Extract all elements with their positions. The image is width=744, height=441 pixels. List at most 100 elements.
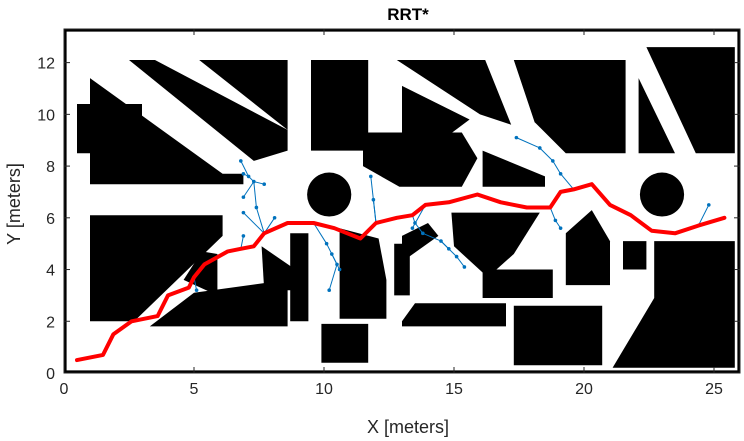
tree-node (241, 172, 246, 176)
tree-edge (240, 160, 250, 177)
tree-node (421, 231, 425, 236)
tree-node (514, 135, 519, 140)
tree-edge (414, 222, 424, 234)
planned-path-layer (75, 182, 727, 363)
tree-node (327, 288, 332, 293)
x-tick-label: 20 (575, 381, 593, 398)
obstacle-block (90, 215, 223, 322)
tree-node (413, 221, 417, 225)
tree-node (194, 288, 199, 293)
y-tick-label: 8 (46, 159, 55, 176)
tree-edge (243, 212, 265, 234)
obstacle-block (646, 47, 735, 154)
obstacle-block (311, 60, 369, 151)
tree-node (410, 226, 415, 230)
y-tick-label: 4 (46, 263, 55, 280)
tree-node (324, 241, 329, 246)
tree-node (335, 262, 339, 267)
obstacle-block (482, 150, 545, 187)
circular-obstacle (307, 172, 352, 217)
obstacle-block (261, 246, 296, 291)
tree-node (371, 197, 376, 202)
obstacle-block (77, 104, 142, 154)
obstacle-block (378, 60, 512, 125)
tree-node (262, 182, 267, 186)
tree-node (462, 265, 467, 269)
obstacle-block (612, 241, 735, 368)
tree-node (538, 146, 542, 150)
axes-box (63, 28, 741, 374)
tree-edge (242, 181, 255, 198)
tree-node (707, 203, 711, 207)
axes: 0 5 10 15 20 25 0 2 4 6 8 10 12 (37, 28, 741, 398)
y-tick-label: 10 (37, 107, 55, 124)
obstacle-block (129, 60, 288, 161)
obstacle-block (363, 132, 478, 187)
tree-node (454, 254, 459, 259)
tree-node (558, 226, 563, 230)
planned-path-line (75, 182, 727, 363)
tree-node (254, 205, 259, 210)
y-tick-label: 6 (46, 211, 55, 228)
y-tick-label: 12 (37, 56, 55, 73)
tree-node (246, 174, 251, 179)
tree-edge (549, 207, 556, 221)
obstacle-block (402, 223, 439, 262)
obstacle-block (321, 323, 369, 363)
tree-node (439, 239, 443, 243)
tree-node (553, 218, 558, 223)
tree-edge (422, 232, 442, 242)
x-tick-label: 0 (60, 381, 69, 398)
plot-area (64, 29, 740, 373)
tree-node (551, 159, 555, 163)
tree-edge (516, 137, 541, 149)
tree-edge (331, 253, 338, 265)
tree-edge (560, 173, 574, 190)
tree-edge (456, 256, 465, 268)
tree-node (558, 172, 563, 176)
tree-node (239, 159, 243, 163)
obstacle-block (290, 233, 309, 322)
tree-edge (255, 207, 265, 234)
obstacle-block (451, 212, 540, 278)
tree-node (241, 210, 246, 215)
chart-title: RRT* (387, 5, 429, 24)
obstacle-block (129, 60, 288, 130)
x-tick-label: 5 (190, 381, 199, 398)
tree-edge (326, 243, 333, 255)
x-tick-label: 25 (705, 381, 723, 398)
rrt-tree-layer (193, 135, 727, 293)
tree-edge (539, 147, 554, 162)
tree-node (337, 267, 342, 272)
tree-edge (328, 264, 338, 291)
tree-node (369, 174, 373, 179)
obstacle-block (513, 60, 626, 154)
tree-node (241, 195, 246, 199)
obstacle-block (513, 305, 603, 366)
obstacle-block (638, 78, 675, 154)
obstacle-block (90, 78, 244, 185)
x-tick-label: 10 (315, 381, 333, 398)
obstacle-block (402, 303, 506, 327)
tree-edge (253, 181, 257, 208)
tree-edge (697, 204, 710, 226)
obstacle-block (623, 241, 647, 270)
obstacle-block (339, 228, 387, 319)
obstacle-block (482, 269, 553, 298)
tree-node (241, 234, 246, 238)
tree-edge (313, 222, 328, 244)
tree-node (252, 179, 256, 184)
circular-obstacle (639, 172, 685, 217)
obstacle-block (565, 210, 610, 286)
obstacle-block (149, 279, 288, 327)
tree-node (330, 252, 334, 256)
tree-node (447, 247, 451, 251)
y-axis-label: Y [meters] (4, 163, 24, 245)
x-tick-label: 15 (445, 381, 463, 398)
tree-node (272, 216, 277, 220)
tree-edge (372, 199, 377, 224)
y-tick-label: 2 (46, 314, 55, 331)
x-axis-label: X [meters] (367, 417, 449, 437)
obstacle-layer (66, 31, 738, 371)
